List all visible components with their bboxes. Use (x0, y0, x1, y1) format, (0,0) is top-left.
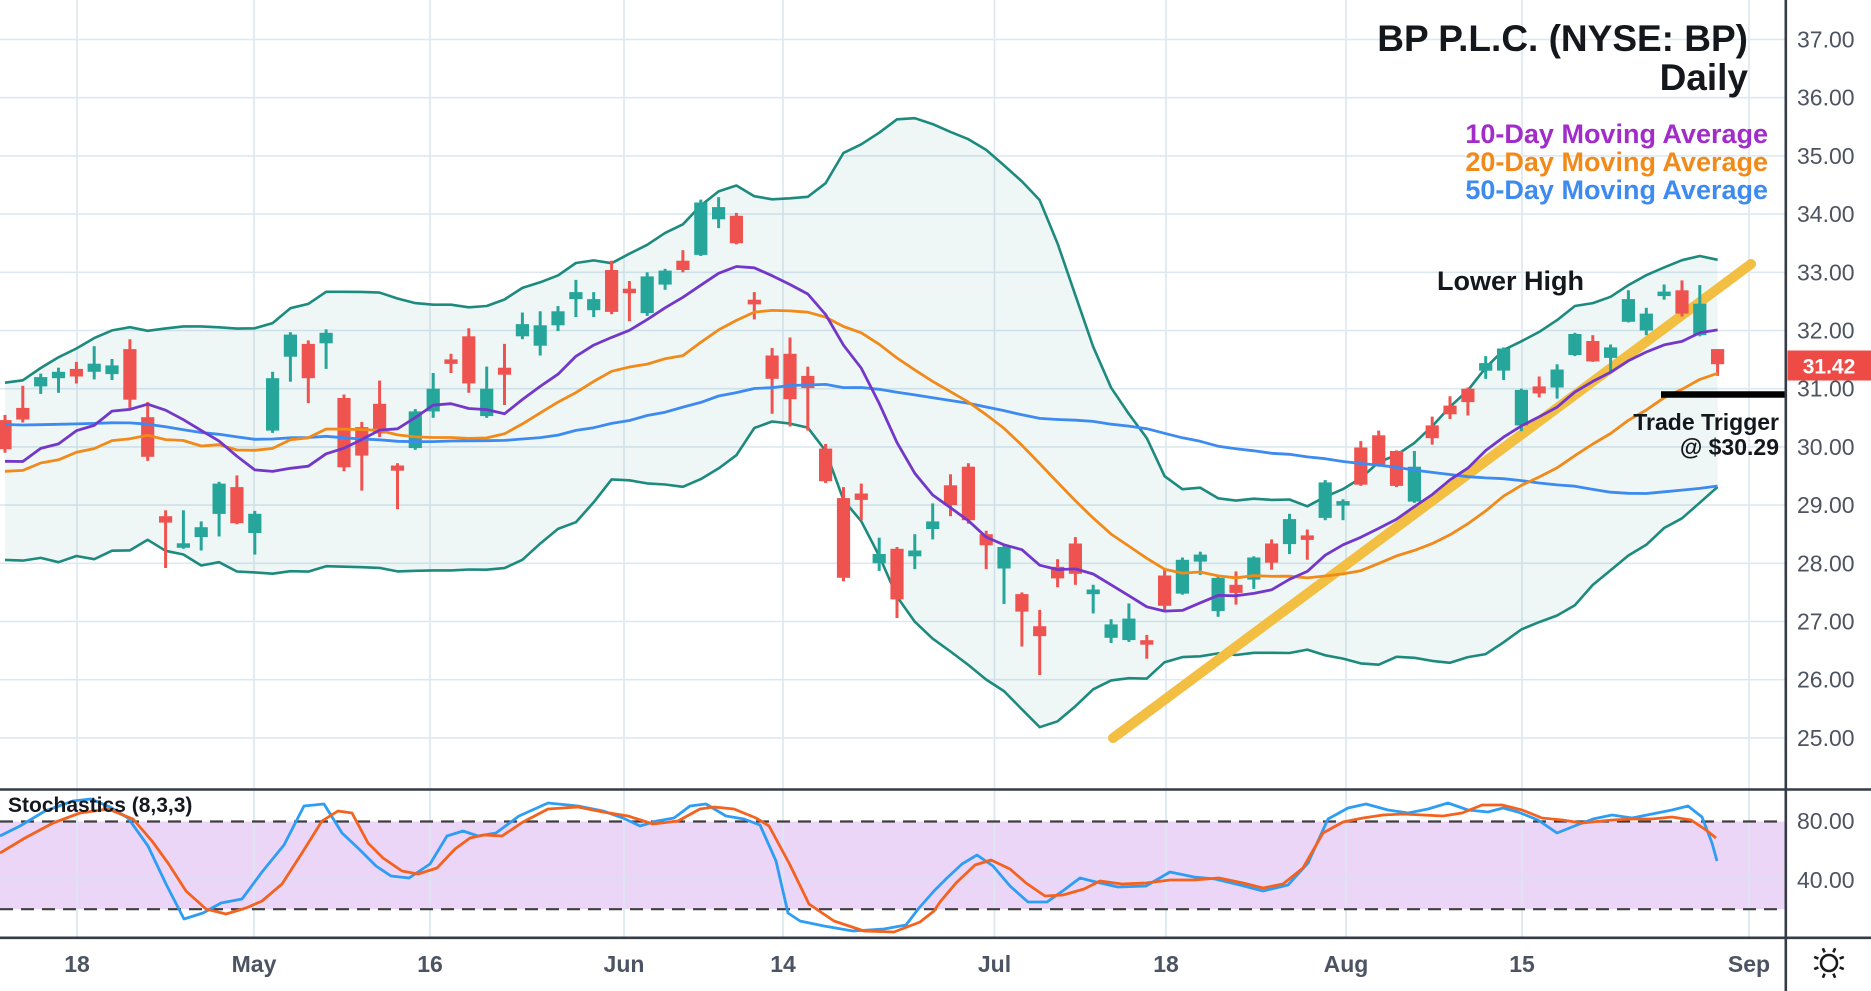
svg-text:Jun: Jun (604, 951, 645, 977)
svg-text:20-Day Moving Average: 20-Day Moving Average (1465, 147, 1768, 177)
svg-text:May: May (232, 951, 277, 977)
svg-text:16: 16 (417, 951, 443, 977)
svg-text:30.00: 30.00 (1797, 434, 1855, 460)
svg-text:80.00: 80.00 (1797, 808, 1855, 834)
svg-text:33.00: 33.00 (1797, 259, 1855, 285)
svg-text:40.00: 40.00 (1797, 867, 1855, 893)
svg-text:14: 14 (770, 951, 796, 977)
svg-text:Sep: Sep (1728, 951, 1770, 977)
svg-text:29.00: 29.00 (1797, 492, 1855, 518)
svg-text:10-Day Moving Average: 10-Day Moving Average (1465, 119, 1768, 149)
svg-text:15: 15 (1509, 951, 1535, 977)
svg-text:34.00: 34.00 (1797, 201, 1855, 227)
svg-text:31.42: 31.42 (1803, 356, 1856, 379)
svg-text:35.00: 35.00 (1797, 143, 1855, 169)
svg-text:18: 18 (1153, 951, 1179, 977)
svg-text:32.00: 32.00 (1797, 318, 1855, 344)
svg-text:26.00: 26.00 (1797, 667, 1855, 693)
svg-text:18: 18 (64, 951, 90, 977)
svg-text:36.00: 36.00 (1797, 85, 1855, 111)
svg-text:BP P.L.C. (NYSE: BP): BP P.L.C. (NYSE: BP) (1377, 18, 1748, 59)
svg-text:Lower High: Lower High (1437, 266, 1584, 296)
svg-text:Jul: Jul (978, 951, 1011, 977)
svg-text:Daily: Daily (1660, 57, 1749, 98)
svg-text:25.00: 25.00 (1797, 725, 1855, 751)
svg-text:37.00: 37.00 (1797, 27, 1855, 53)
svg-text:28.00: 28.00 (1797, 550, 1855, 576)
svg-text:27.00: 27.00 (1797, 609, 1855, 635)
svg-text:Trade Trigger: Trade Trigger (1633, 409, 1779, 435)
svg-text:Stochastics (8,3,3): Stochastics (8,3,3) (8, 794, 192, 817)
svg-text:50-Day Moving Average: 50-Day Moving Average (1465, 175, 1768, 205)
svg-text:@ $30.29: @ $30.29 (1680, 434, 1779, 460)
svg-text:Aug: Aug (1324, 951, 1369, 977)
